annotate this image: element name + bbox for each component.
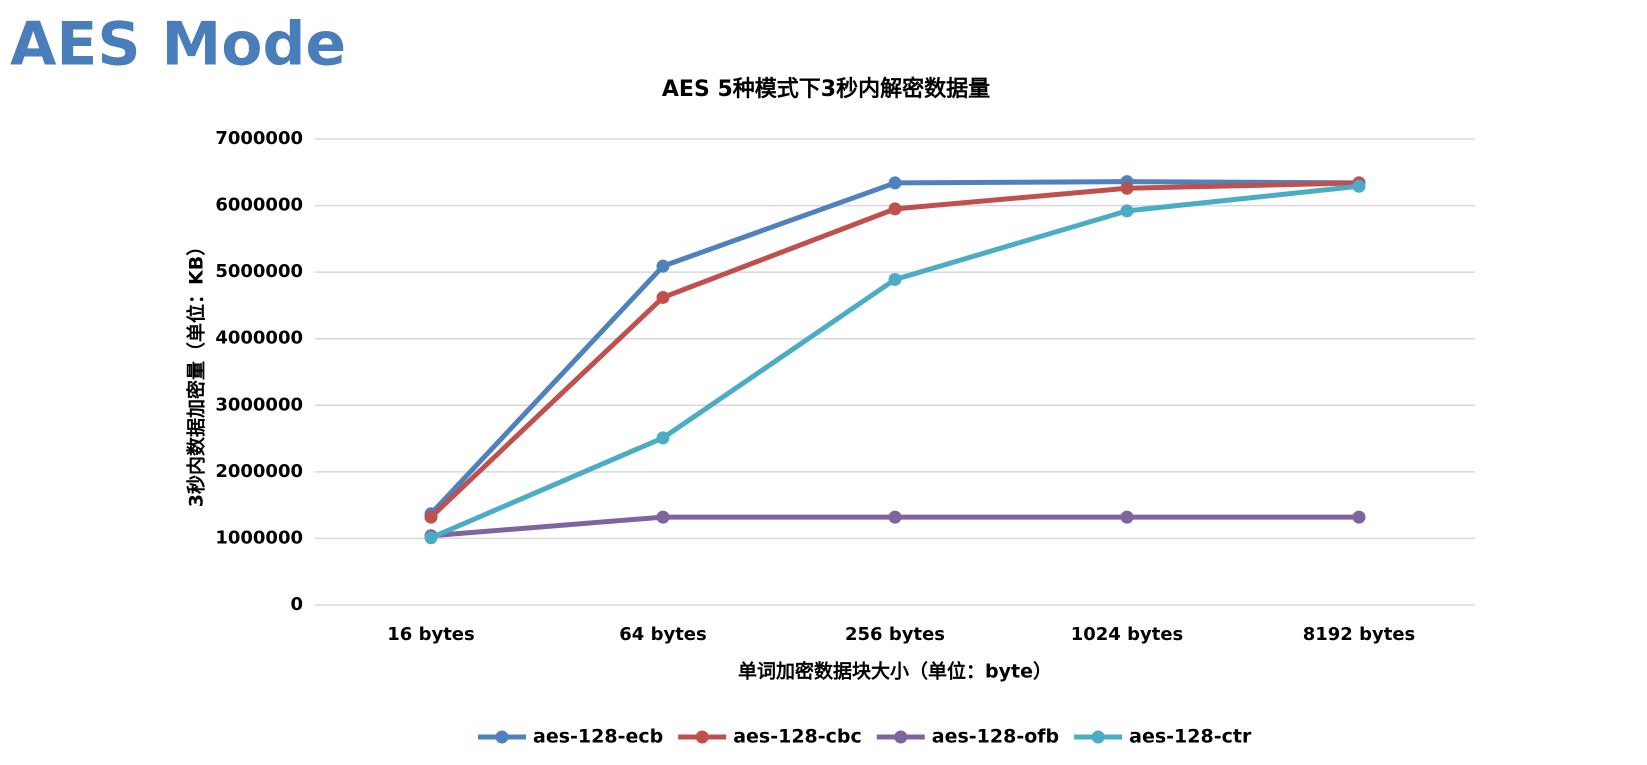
x-tick-label: 256 bytes [845, 624, 945, 645]
y-tick-label: 4000000 [215, 328, 303, 349]
data-point [656, 259, 670, 273]
y-tick-label: 5000000 [215, 261, 303, 282]
legend-label: aes-128-ofb [932, 726, 1059, 748]
data-point [888, 510, 902, 524]
legend-label: aes-128-ecb [533, 726, 663, 748]
legend-marker [894, 730, 908, 744]
legend-label: aes-128-ctr [1129, 726, 1252, 748]
chart-title: AES 5种模式下3秒内解密数据量 [662, 76, 990, 102]
legend-marker [495, 730, 509, 744]
data-point [424, 531, 438, 545]
series-line [429, 180, 1360, 519]
data-point [888, 176, 902, 190]
data-point [656, 290, 670, 304]
legend-marker [1091, 730, 1105, 744]
y-tick-label: 7000000 [215, 128, 303, 149]
y-tick-label: 0 [290, 594, 303, 615]
data-point [656, 431, 670, 445]
data-point [1352, 179, 1366, 193]
y-tick-label: 2000000 [215, 461, 303, 482]
heading: AES Mode [10, 10, 346, 80]
data-point [1120, 181, 1134, 195]
y-axis-label: 3秒内数据加密量（单位：KB） [185, 237, 208, 507]
data-point [888, 202, 902, 216]
y-tick-label: 1000000 [215, 527, 303, 548]
x-tick-label: 64 bytes [619, 624, 706, 645]
x-tick-label: 16 bytes [387, 624, 474, 645]
data-point [888, 272, 902, 286]
legend-label: aes-128-cbc [733, 726, 862, 748]
legend-marker [695, 730, 709, 744]
data-point [1120, 204, 1134, 218]
y-tick-label: 3000000 [215, 394, 303, 415]
x-tick-label: 1024 bytes [1071, 624, 1184, 645]
y-tick-label: 6000000 [215, 195, 303, 216]
data-point [1352, 510, 1366, 524]
series-line [429, 179, 1360, 516]
data-point [656, 510, 670, 524]
data-point [424, 510, 438, 524]
data-point [1120, 510, 1134, 524]
x-tick-label: 8192 bytes [1303, 624, 1416, 645]
x-axis-label: 单词加密数据块大小（单位：byte） [738, 660, 1052, 683]
